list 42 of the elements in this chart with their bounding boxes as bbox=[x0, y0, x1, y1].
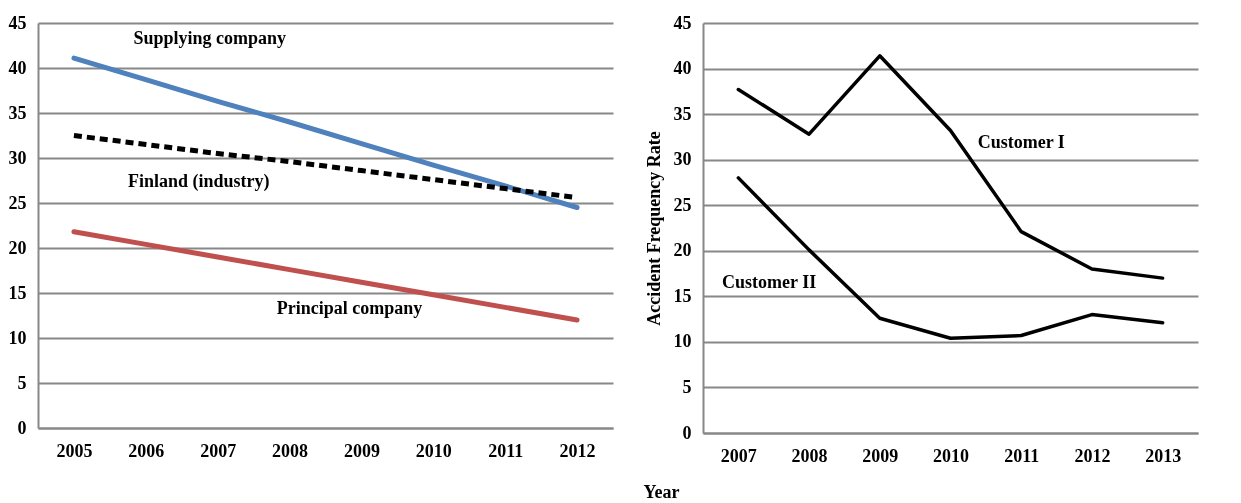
y-tick-label: 30 bbox=[673, 149, 692, 170]
y-tick-label: 35 bbox=[8, 102, 27, 123]
y-tick-label: 15 bbox=[673, 285, 692, 306]
x-tick-label: 2011 bbox=[488, 440, 524, 461]
x-tick-label: 2005 bbox=[56, 440, 93, 461]
y-tick-label: 45 bbox=[673, 12, 692, 33]
x-tick-label: 2010 bbox=[415, 440, 452, 461]
series-label: Customer I bbox=[977, 131, 1065, 152]
y-tick-label: 0 bbox=[682, 422, 692, 443]
y-tick-label: 10 bbox=[8, 327, 27, 348]
y-tick-label: 15 bbox=[8, 282, 27, 303]
x-tick-label: 2009 bbox=[343, 440, 380, 461]
y-tick-label: 25 bbox=[8, 192, 27, 213]
y-tick-label: 10 bbox=[673, 331, 692, 352]
series-label: Finland (industry) bbox=[127, 170, 270, 192]
series-label: Principal company bbox=[276, 298, 423, 319]
y-tick-label: 20 bbox=[673, 240, 692, 261]
y-axis-title: Accident Frequency Rate bbox=[643, 131, 664, 326]
y-tick-label: 20 bbox=[8, 237, 27, 258]
x-tick-label: 2007 bbox=[720, 445, 757, 466]
x-tick-label: 2006 bbox=[128, 440, 165, 461]
x-tick-label: 2012 bbox=[1074, 445, 1111, 466]
x-tick-label: 2013 bbox=[1145, 445, 1182, 466]
y-tick-label: 45 bbox=[8, 12, 27, 33]
x-tick-label: 2008 bbox=[272, 440, 309, 461]
x-axis-title: Year bbox=[643, 481, 680, 502]
x-tick-label: 2010 bbox=[933, 445, 969, 466]
y-tick-label: 0 bbox=[17, 417, 27, 438]
y-tick-label: 40 bbox=[673, 58, 692, 79]
series-label: Supplying company bbox=[133, 28, 286, 49]
x-tick-label: 2011 bbox=[1004, 445, 1040, 466]
x-tick-label: 2009 bbox=[862, 445, 899, 466]
y-tick-label: 5 bbox=[17, 372, 27, 393]
x-tick-label: 2008 bbox=[791, 445, 828, 466]
y-tick-label: 25 bbox=[673, 194, 692, 215]
x-tick-label: 2012 bbox=[559, 440, 596, 461]
y-tick-label: 5 bbox=[682, 376, 692, 397]
y-tick-label: 40 bbox=[8, 57, 27, 78]
y-tick-label: 35 bbox=[673, 103, 692, 124]
x-tick-label: 2007 bbox=[200, 440, 237, 461]
y-tick-label: 30 bbox=[8, 147, 27, 168]
series-label: Customer II bbox=[721, 271, 817, 292]
